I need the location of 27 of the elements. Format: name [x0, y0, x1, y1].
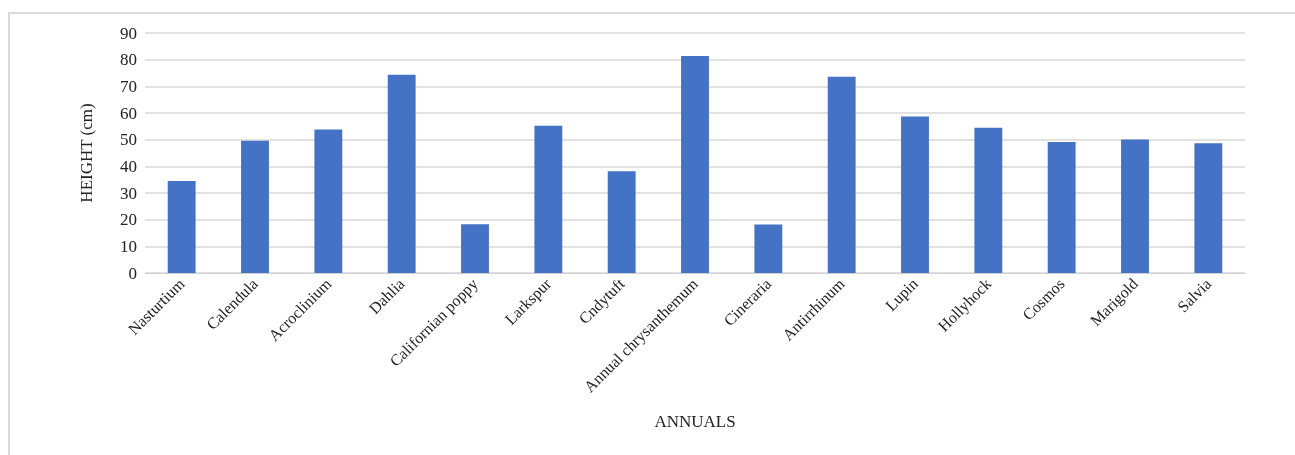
bar: [167, 181, 196, 273]
y-tick-label: 10: [120, 236, 137, 256]
bar: [754, 224, 783, 273]
y-tick-label: 40: [120, 156, 137, 176]
bar: [827, 76, 856, 273]
y-axis-title: HEIGHT (cm): [77, 103, 96, 203]
bar: [974, 127, 1003, 273]
bar: [1121, 139, 1149, 273]
y-tick-label: 30: [120, 183, 137, 203]
bar: [241, 140, 269, 273]
y-tick-label: 0: [128, 263, 137, 283]
bar: [314, 129, 343, 273]
bar: [387, 74, 416, 273]
bar: [607, 171, 636, 273]
bar: [1047, 142, 1076, 273]
bar: [534, 125, 563, 273]
bar: [461, 224, 489, 273]
bar: [1194, 143, 1223, 273]
y-tick-label: 20: [120, 210, 137, 230]
y-tick-label: 60: [120, 103, 137, 123]
bar: [901, 116, 929, 273]
bar: [681, 55, 709, 273]
x-axis-title: ANNUALS: [654, 412, 736, 431]
y-tick-label: 50: [120, 130, 137, 150]
y-tick-label: 80: [120, 50, 137, 70]
y-tick-label: 70: [120, 76, 137, 96]
y-tick-label: 90: [120, 23, 137, 43]
